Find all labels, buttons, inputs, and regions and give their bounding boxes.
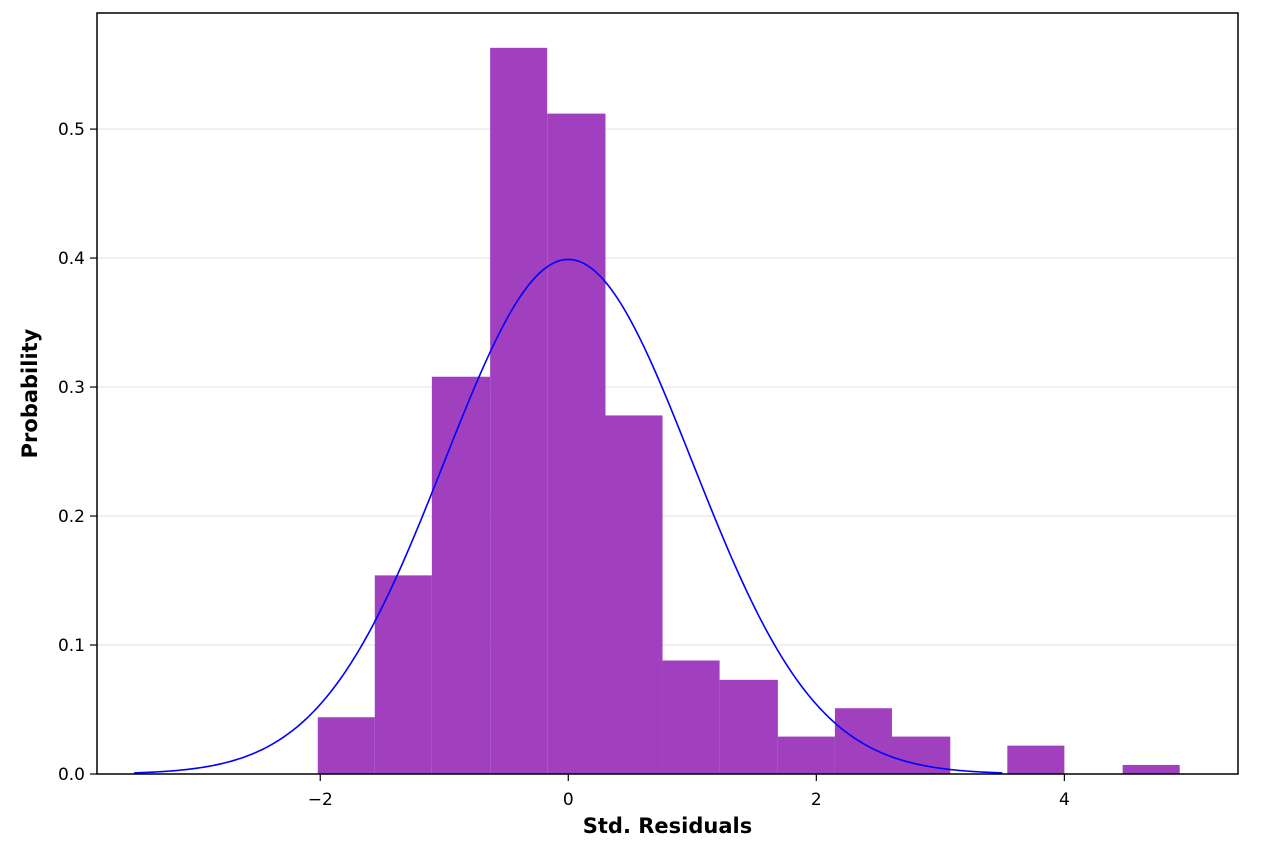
y-tick-label-2: 0.2 [58,507,85,527]
x-axis-ticks: −2 0 2 4 [308,774,1070,810]
x-axis-label: Std. Residuals [583,814,752,838]
histogram-bar-13 [1007,745,1065,774]
x-tick-label-2: 2 [811,790,822,810]
normal-density-curve [134,258,1003,774]
histogram-bar-15 [1122,764,1180,774]
histogram-bar-3 [431,376,491,774]
x-tick-label-3: 4 [1059,790,1070,810]
y-axis-ticks: 0.0 0.1 0.2 0.3 0.4 0.5 [58,120,97,785]
histogram-bar-1 [317,717,375,774]
histogram-bar-9 [777,736,835,774]
histogram-bar-2 [374,575,432,774]
histogram-bar-6 [605,415,663,774]
grid-lines [97,128,1238,646]
x-tick-label-0: −2 [308,790,333,810]
y-tick-label-5: 0.5 [58,120,85,140]
y-tick-label-0: 0.0 [58,765,85,785]
histogram-bar-4 [490,47,548,774]
x-tick-label-1: 0 [563,790,574,810]
y-tick-label-4: 0.4 [58,249,85,269]
histogram-bar-10 [834,708,892,774]
plot-frame [96,12,1239,775]
histogram-bar-8 [719,679,778,774]
y-tick-label-1: 0.1 [58,636,85,656]
y-axis-label: Probability [18,328,42,458]
histogram-bar-5 [547,113,606,774]
histogram-bar-7 [662,660,720,774]
y-tick-label-3: 0.3 [58,378,85,398]
histogram-bars [317,47,1180,774]
